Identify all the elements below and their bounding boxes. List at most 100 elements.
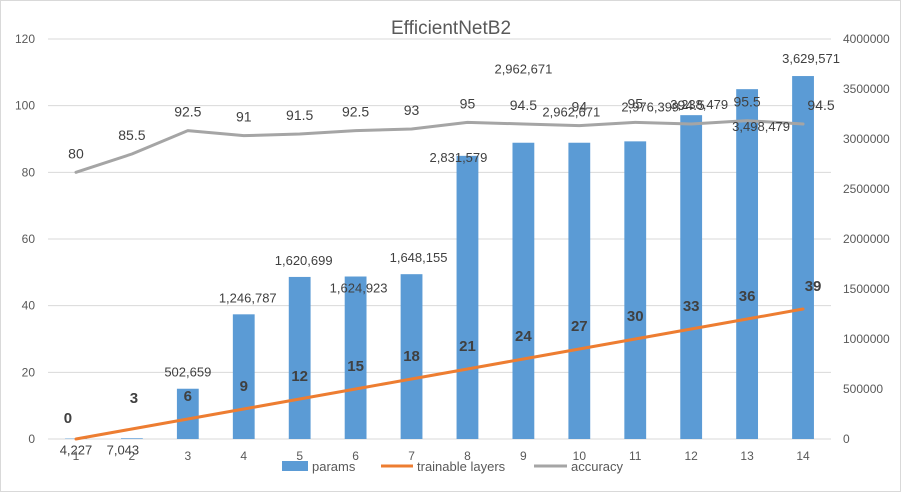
x-tick-2: 2 [129, 449, 136, 463]
x-tick-3: 3 [184, 449, 191, 463]
left-tick-20: 20 [22, 365, 36, 379]
chart-title: EfficientNetB2 [391, 18, 511, 39]
right-tick-3500000: 3500000 [843, 82, 890, 96]
params-label-14: 3,629,571 [782, 51, 840, 66]
accuracy-label-13: 95.5 [733, 94, 760, 110]
legend-swatch-params [282, 461, 308, 471]
accuracy-label-10: 94 [572, 99, 588, 115]
params-label-7: 1,648,155 [390, 250, 448, 265]
trainable-layers-label-14: 39 [805, 278, 822, 295]
trainable-layers-label-9: 24 [515, 328, 532, 345]
params-label-12: 3,238,479 [670, 97, 728, 112]
right-tick-4000000: 4000000 [843, 32, 890, 46]
right-tick-2000000: 2000000 [843, 232, 890, 246]
right-tick-2500000: 2500000 [843, 182, 890, 196]
trainable-layers-label-1: 0 [64, 410, 72, 427]
x-tick-12: 12 [684, 449, 698, 463]
accuracy-label-4: 91 [236, 109, 252, 125]
params-bar-12 [680, 115, 703, 439]
trainable-layers-line [74, 307, 805, 441]
gridlines [48, 38, 831, 373]
params-bar-14 [792, 76, 814, 439]
trainable-layers-label-13: 36 [739, 288, 756, 305]
params-label-9: 2,962,671 [494, 62, 552, 77]
left-tick-120: 120 [15, 32, 35, 46]
params-bar-8 [456, 155, 479, 439]
accuracy-label-3: 92.5 [174, 104, 201, 120]
trainable-layers-label-4: 9 [240, 378, 248, 395]
x-tick-10: 10 [573, 449, 587, 463]
left-y-axis: 0 20 40 60 80 100 120 [15, 32, 35, 446]
legend-label-params: params [312, 459, 356, 474]
trainable-layers-label-12: 33 [683, 298, 700, 315]
params-bar-3 [176, 388, 199, 439]
x-tick-6: 6 [352, 449, 359, 463]
trainable-layers-label-7: 18 [403, 348, 420, 365]
params-label-3: 502,659 [164, 365, 211, 380]
accuracy-label-1: 80 [68, 145, 84, 161]
x-tick-11: 11 [629, 449, 642, 463]
right-tick-0: 0 [843, 432, 850, 446]
x-tick-13: 13 [740, 449, 754, 463]
legend-label-accuracy: accuracy [571, 459, 624, 474]
x-tick-4: 4 [240, 449, 247, 463]
legend: params trainable layers accuracy [282, 459, 624, 474]
trainable-layers-label-2: 3 [130, 390, 138, 407]
right-y-axis: 0 500000 1000000 1500000 2000000 2500000 30000… [843, 32, 890, 446]
accuracy-label-14: 94.5 [807, 97, 834, 113]
data-labels: 4,227 7,043 502,659 1,246,787 1,620,699 1,624… [60, 51, 840, 458]
left-tick-0: 0 [28, 432, 35, 446]
params-label-6: 1,624,923 [330, 281, 388, 296]
left-tick-60: 60 [22, 232, 36, 246]
trainable-layers-label-11: 30 [627, 308, 644, 325]
accuracy-label-2: 85.5 [118, 127, 145, 143]
accuracy-label-11: 95 [627, 95, 643, 111]
accuracy-label-7: 93 [404, 102, 420, 118]
params-label-1: 4,227 [60, 443, 93, 458]
accuracy-label-5: 91.5 [286, 107, 313, 123]
right-tick-500000: 500000 [843, 382, 883, 396]
x-tick-9: 9 [520, 449, 527, 463]
params-label-5: 1,620,699 [275, 253, 333, 268]
accuracy-line [74, 119, 805, 174]
params-bar-6 [344, 276, 367, 439]
trainable-layers-label-8: 21 [459, 338, 476, 355]
x-tick-1: 1 [73, 449, 80, 463]
params-bar-2 [120, 438, 143, 439]
trainable-layers-label-3: 6 [184, 388, 192, 405]
params-label-4: 1,246,787 [219, 290, 277, 305]
trainable-layers-label-10: 27 [571, 318, 588, 335]
right-tick-3000000: 3000000 [843, 132, 890, 146]
x-tick-14: 14 [796, 449, 810, 463]
params-bar-9 [512, 142, 535, 439]
left-tick-40: 40 [22, 299, 36, 313]
params-label-10: 2,962,671 [542, 105, 600, 120]
params-bar-7 [400, 274, 423, 439]
params-bar-4 [232, 314, 255, 439]
params-bar-10 [568, 142, 591, 439]
params-bar-11 [624, 141, 647, 439]
legend-label-trainable-layers: trainable layers [417, 459, 506, 474]
left-tick-100: 100 [15, 99, 35, 113]
right-tick-1500000: 1500000 [843, 282, 890, 296]
params-label-2: 7,043 [107, 442, 140, 457]
params-label-13: 3,498,479 [732, 119, 790, 134]
params-label-11: 2,976,399 [621, 99, 679, 114]
accuracy-label-12: 94.5 [678, 97, 705, 113]
x-tick-5: 5 [296, 449, 303, 463]
params-bar-13 [736, 89, 759, 439]
params-label-8: 2,831,579 [430, 150, 488, 165]
series-lines [74, 119, 805, 441]
accuracy-label-9: 94.5 [510, 97, 537, 113]
left-tick-80: 80 [22, 165, 36, 179]
right-tick-1000000: 1000000 [843, 332, 890, 346]
x-tick-8: 8 [464, 449, 471, 463]
trainable-layers-label-6: 15 [347, 358, 364, 375]
trainable-layers-label-5: 12 [291, 368, 308, 385]
params-bar-5 [288, 276, 311, 439]
x-tick-7: 7 [408, 449, 415, 463]
accuracy-label-8: 95 [460, 95, 476, 111]
accuracy-label-6: 92.5 [342, 104, 369, 120]
